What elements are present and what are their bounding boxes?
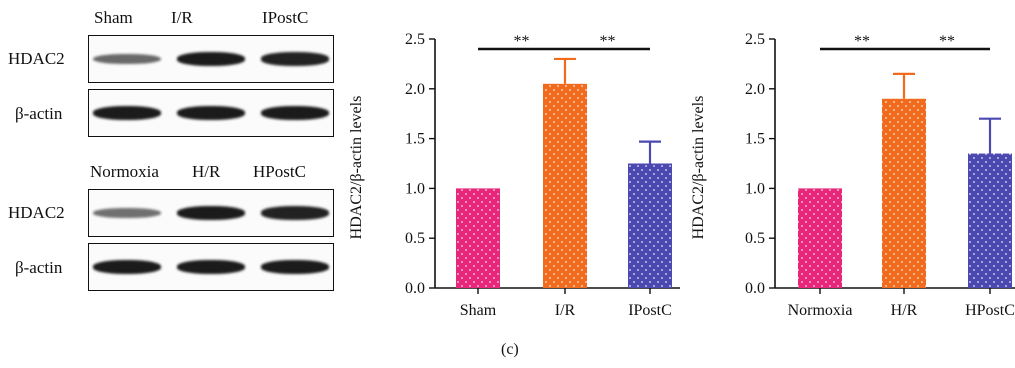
protein-label: HDAC2 <box>8 49 65 68</box>
y-tick-label: 1.5 <box>405 131 425 148</box>
significance-label: ** <box>600 33 616 50</box>
blot-band <box>261 206 329 220</box>
bar-texture <box>968 153 1012 288</box>
y-tick-label: 0.0 <box>405 280 425 297</box>
y-tick-label: 1.0 <box>745 180 765 197</box>
y-axis-label: HDAC2/β-actin levels <box>348 96 365 240</box>
x-tick-label: Sham <box>460 302 497 319</box>
significance-label: ** <box>854 33 870 50</box>
y-axis-label: HDAC2/β-actin levels <box>690 96 707 240</box>
lane-label: Normoxia <box>90 162 159 181</box>
protein-label: HDAC2 <box>8 203 65 222</box>
lane-label: Sham <box>94 8 133 27</box>
blot-band <box>93 53 161 65</box>
blot-band <box>177 206 245 220</box>
x-tick-label: HPostC <box>965 302 1015 319</box>
bar-texture <box>882 98 926 288</box>
lane-label: H/R <box>192 162 221 181</box>
bar-texture <box>543 83 587 288</box>
bar-texture <box>456 188 500 288</box>
x-tick-label: Normoxia <box>788 302 853 319</box>
y-tick-label: 1.0 <box>405 180 425 197</box>
x-tick-label: H/R <box>891 302 918 319</box>
blot-band <box>177 52 245 66</box>
blot-band <box>93 207 161 219</box>
bar-texture <box>798 188 842 288</box>
blot-band <box>93 106 161 120</box>
x-tick-label: I/R <box>555 302 576 319</box>
blot-band <box>261 260 329 274</box>
lane-label: I/R <box>171 8 193 27</box>
y-tick-label: 2.5 <box>745 31 765 48</box>
protein-label: β-actin <box>15 104 63 123</box>
significance-label: ** <box>939 33 955 50</box>
figure-label: (c) <box>501 341 519 358</box>
y-tick-label: 0.5 <box>405 230 425 247</box>
protein-label: β-actin <box>15 258 63 277</box>
lane-label: HPostC <box>253 162 306 181</box>
y-tick-label: 2.0 <box>405 81 425 98</box>
significance-label: ** <box>514 33 530 50</box>
bar-texture <box>628 163 672 288</box>
y-tick-label: 0.0 <box>745 280 765 297</box>
blot-band <box>93 260 161 274</box>
y-tick-label: 2.5 <box>405 31 425 48</box>
y-tick-label: 2.0 <box>745 81 765 98</box>
x-tick-label: IPostC <box>628 302 672 319</box>
y-tick-label: 1.5 <box>745 131 765 148</box>
blot-band <box>261 52 329 66</box>
lane-label: IPostC <box>262 8 309 27</box>
blot-band <box>261 106 329 120</box>
blot-band <box>177 106 245 120</box>
blot-band <box>177 260 245 274</box>
y-tick-label: 0.5 <box>745 230 765 247</box>
